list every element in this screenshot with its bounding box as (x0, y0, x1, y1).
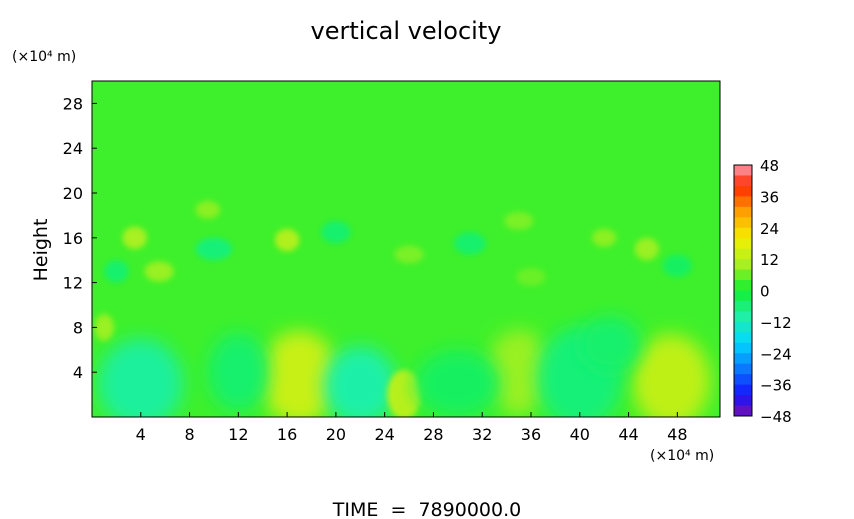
colorbar-bin (734, 206, 752, 218)
colorbar-tick-label: 24 (760, 220, 779, 238)
x-tick-label: 44 (618, 425, 638, 444)
colorbar-tick-label: −36 (760, 377, 792, 395)
y-tick-label: 16 (63, 229, 83, 248)
colorbar-tick-label: 12 (760, 251, 779, 269)
colorbar-bin (734, 342, 752, 354)
x-axis-ticks: 4 8 12 16 20 24 28 32 36 40 44 48 (136, 412, 688, 444)
velocity-cell-2 (98, 338, 184, 417)
velocity-cell-22 (662, 254, 692, 277)
colorbar: 48 36 24 12 0 −12 −24 −36 −48 (733, 157, 792, 426)
x-tick-label: 28 (423, 425, 443, 444)
colorbar-bin (734, 165, 752, 176)
colorbar-bin (734, 175, 752, 187)
colorbar-bin (734, 363, 752, 375)
colorbar-bin (734, 238, 752, 250)
y-axis-ticks: 4 8 12 16 20 24 28 (63, 94, 97, 382)
velocity-cell-9 (579, 316, 641, 373)
y-tick-label: 20 (63, 184, 83, 203)
colorbar-bin (734, 395, 752, 407)
colorbar-ticks: 48 36 24 12 0 −12 −24 −36 −48 (760, 157, 792, 426)
colorbar-bin (734, 353, 752, 365)
velocity-cell-3 (323, 346, 397, 417)
velocity-cell-13 (144, 261, 174, 282)
colorbar-tick-label: 36 (760, 188, 779, 206)
colorbar-bin (734, 196, 752, 208)
colorbar-bin (734, 269, 752, 281)
y-tick-label: 28 (63, 94, 83, 113)
x-tick-label: 36 (521, 425, 541, 444)
x-tick-label: 8 (184, 425, 194, 444)
velocity-cell-24 (516, 268, 546, 286)
x-tick-label: 16 (277, 425, 297, 444)
colorbar-tick-label: −24 (760, 345, 792, 363)
x-tick-label: 32 (472, 425, 492, 444)
x-tick-label: 40 (570, 425, 590, 444)
colorbar-bin (734, 384, 752, 396)
colorbar-bins (734, 165, 752, 417)
velocity-cell-23 (104, 260, 129, 283)
velocity-cell-21 (454, 232, 486, 255)
colorbar-bin (734, 217, 752, 229)
time-footer: TIME = 7890000.0 (332, 499, 521, 519)
colorbar-bin (734, 300, 752, 312)
colorbar-frame (733, 164, 753, 417)
colorbar-tick-label: 48 (760, 157, 779, 175)
velocity-cell-19 (195, 237, 233, 261)
colorbar-bin (734, 321, 752, 333)
velocity-cell-12 (274, 228, 300, 252)
colorbar-bin (734, 311, 752, 323)
velocity-cell-11 (122, 226, 147, 249)
colorbar-bin (734, 259, 752, 271)
colorbar-bin (734, 332, 752, 344)
x-unit-label: (×10⁴ m) (650, 448, 714, 464)
y-axis-label: Height (30, 219, 52, 282)
velocity-cell-17 (394, 245, 424, 264)
y-tick-label: 8 (73, 318, 83, 337)
velocity-field (94, 200, 711, 417)
velocity-cell-5 (487, 329, 551, 415)
chart-title: vertical velocity (311, 17, 502, 45)
velocity-cell-20 (321, 221, 351, 244)
colorbar-tick-label: 0 (760, 283, 770, 301)
velocity-cell-10 (94, 313, 114, 341)
x-tick-label: 12 (228, 425, 248, 444)
velocity-cell-0 (260, 330, 339, 417)
colorbar-bin (734, 374, 752, 386)
velocity-cell-1 (632, 334, 711, 417)
velocity-cell-14 (195, 200, 221, 219)
velocity-cell-18 (504, 212, 534, 230)
colorbar-bin (734, 280, 752, 291)
colorbar-bin (734, 405, 752, 417)
velocity-cell-4 (387, 369, 422, 417)
colorbar-bin (734, 248, 752, 260)
colorbar-tick-label: −12 (760, 314, 792, 332)
velocity-cell-16 (591, 228, 617, 247)
colorbar-bin (734, 290, 752, 302)
velocity-cell-15 (634, 237, 660, 261)
y-tick-label: 12 (63, 274, 83, 293)
x-tick-label: 20 (326, 425, 346, 444)
colorbar-bin (734, 227, 752, 239)
colorbar-bin (734, 185, 752, 197)
velocity-cell-8 (415, 349, 501, 417)
x-tick-label: 24 (374, 425, 394, 444)
plot-area (91, 80, 721, 418)
velocity-cell-7 (207, 333, 269, 412)
colorbar-tick-label: −48 (760, 408, 792, 426)
y-tick-label: 24 (63, 139, 83, 158)
plot-frame (91, 80, 721, 418)
x-tick-label: 4 (136, 425, 146, 444)
y-tick-label: 4 (73, 363, 83, 382)
y-unit-label: (×10⁴ m) (12, 49, 76, 65)
x-tick-label: 48 (667, 425, 687, 444)
